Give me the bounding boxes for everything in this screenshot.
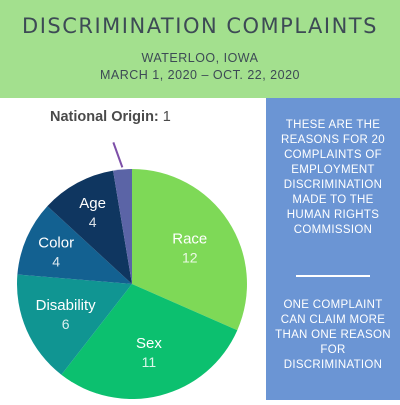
info-sidebar: THESE ARE THE REASONS FOR 20 COMPLAINTS …: [266, 98, 400, 400]
national-origin-label-name: National Origin:: [50, 109, 163, 125]
location-subtitle: WATERLOO, IOWA: [141, 51, 259, 65]
pie-slice-color: [17, 206, 132, 284]
pie-value-sex: 11: [142, 354, 157, 370]
pie-slice-national-origin: [113, 169, 132, 284]
pie-slice-race: [132, 169, 247, 331]
pie-chart-area: Race 12 Sex 11 Disability 6 Color 4 Age 4 National…: [0, 98, 262, 400]
national-origin-label-value: 1: [163, 109, 171, 125]
pie-slice-sex: [61, 284, 238, 399]
pie-chart: Race 12 Sex 11 Disability 6 Color 4 Age 4 National…: [16, 109, 247, 399]
complaints-explanation: THESE ARE THE REASONS FOR 20 COMPLAINTS …: [281, 119, 385, 236]
pie-label-age: Age: [79, 195, 106, 212]
pie-value-color: 4: [52, 254, 60, 270]
pie-label-disability: Disability: [36, 297, 97, 314]
pie-slice-age: [47, 170, 132, 284]
pie-value-age: 4: [89, 214, 97, 230]
pie-value-race: 12: [182, 249, 198, 265]
date-range-subtitle: MARCH 1, 2020 – OCT. 22, 2020: [99, 68, 300, 82]
pie-slice-disability: [16, 274, 133, 375]
multiple-reasons-note: ONE COMPLAINT CAN CLAIM MORE THAN ONE RE…: [275, 299, 391, 371]
sidebar-divider: [296, 275, 370, 277]
page-title: DISCRIMINATION COMPLAINTS: [22, 14, 378, 38]
pie-value-disability: 6: [62, 316, 70, 332]
pie-label-race: Race: [172, 230, 207, 247]
national-origin-label: National Origin: 1: [50, 109, 171, 125]
pie-label-color: Color: [38, 235, 74, 252]
header-banner: DISCRIMINATION COMPLAINTS WATERLOO, IOWA…: [0, 0, 400, 98]
pie-label-sex: Sex: [136, 335, 162, 352]
national-origin-callout-line: [112, 142, 124, 168]
